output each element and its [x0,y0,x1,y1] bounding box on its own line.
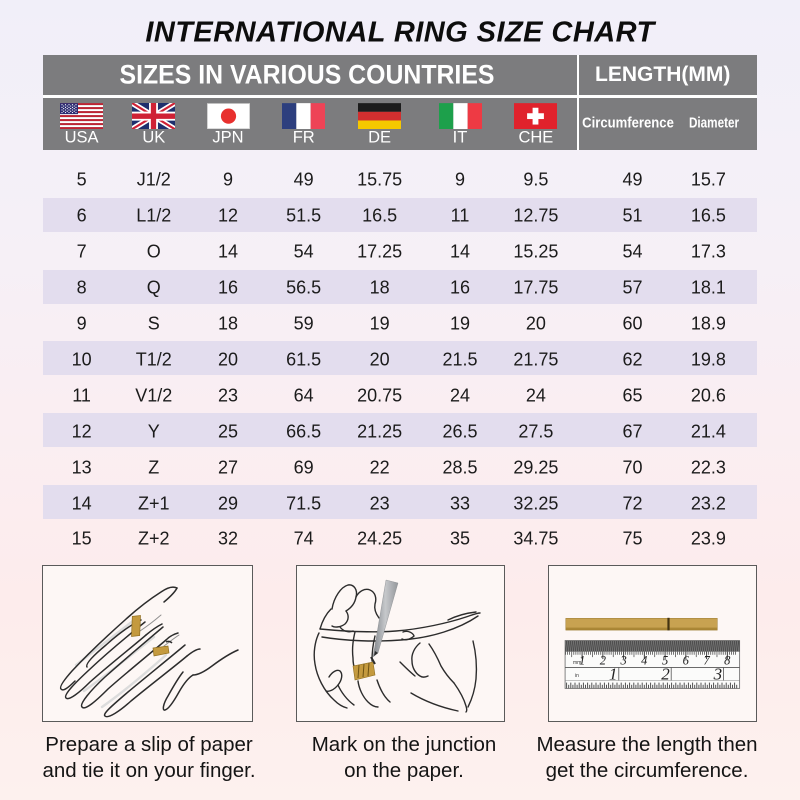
svg-text:1: 1 [608,664,617,683]
svg-text:2: 2 [599,653,605,667]
svg-text:4: 4 [641,653,647,667]
svg-text:in: in [575,673,579,679]
svg-text:1: 1 [578,653,584,667]
svg-text:7: 7 [703,653,710,667]
svg-text:2: 2 [661,664,670,683]
svg-text:3: 3 [619,653,626,667]
svg-text:6: 6 [682,653,689,667]
svg-text:mm: mm [573,660,581,666]
svg-text:8: 8 [724,653,731,667]
svg-text:3: 3 [712,664,722,683]
svg-text:5: 5 [661,653,667,667]
